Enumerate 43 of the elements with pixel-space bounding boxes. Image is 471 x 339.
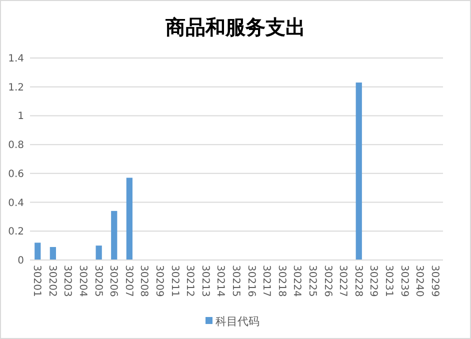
x-tick-label: 30217	[260, 265, 272, 297]
x-tick-label: 30213	[199, 265, 210, 297]
x-tick-label: 30214	[214, 265, 226, 297]
x-tick-label: 30299	[428, 265, 440, 297]
y-tick-label: 0.6	[8, 168, 24, 180]
x-tick-label: 30218	[276, 265, 287, 297]
x-tick-label: 30226	[322, 265, 333, 297]
x-tick-label: 30208	[138, 265, 150, 297]
x-tick-label: 30229	[368, 265, 379, 297]
x-tick-label: 30203	[62, 265, 73, 297]
bar	[356, 82, 362, 260]
y-tick-label: 1	[18, 111, 24, 122]
x-tick-label: 30239	[398, 265, 410, 297]
x-tick-label: 30240	[414, 265, 425, 297]
chart-title: 商品和服务支出	[164, 15, 306, 39]
legend-label: 科目代码	[216, 314, 260, 328]
bar	[34, 242, 41, 260]
bar	[111, 210, 118, 260]
bar	[96, 246, 102, 260]
y-tick-label: 0.2	[8, 226, 24, 238]
bar	[50, 247, 56, 260]
x-tick-label: 30202	[46, 265, 58, 297]
x-tick-label: 30205	[92, 265, 104, 297]
y-tick-label: 0	[18, 256, 24, 266]
x-tick-label: 30207	[122, 265, 134, 297]
x-tick-label: 30211	[168, 265, 180, 297]
x-tick-label: 30216	[245, 265, 256, 297]
y-tick-label: 0.4	[8, 198, 24, 209]
x-tick-label: 30204	[77, 265, 88, 297]
x-tick-label: 30225	[306, 265, 318, 297]
x-tick-label: 30224	[291, 265, 302, 297]
y-tick-label: 1.4	[8, 54, 24, 64]
x-tick-label: 30206	[108, 265, 119, 297]
y-tick-label: 1.2	[8, 82, 24, 94]
bar	[126, 178, 132, 260]
x-tick-label: 30201	[31, 265, 42, 297]
x-tick-label: 30212	[184, 265, 196, 297]
x-tick-label: 30209	[154, 265, 165, 297]
y-tick-label: 0.8	[8, 140, 24, 152]
x-tick-label: 30228	[352, 265, 364, 297]
x-tick-label: 30231	[382, 265, 394, 297]
x-tick-label: 30227	[337, 265, 348, 297]
x-tick-label: 30215	[230, 265, 241, 297]
